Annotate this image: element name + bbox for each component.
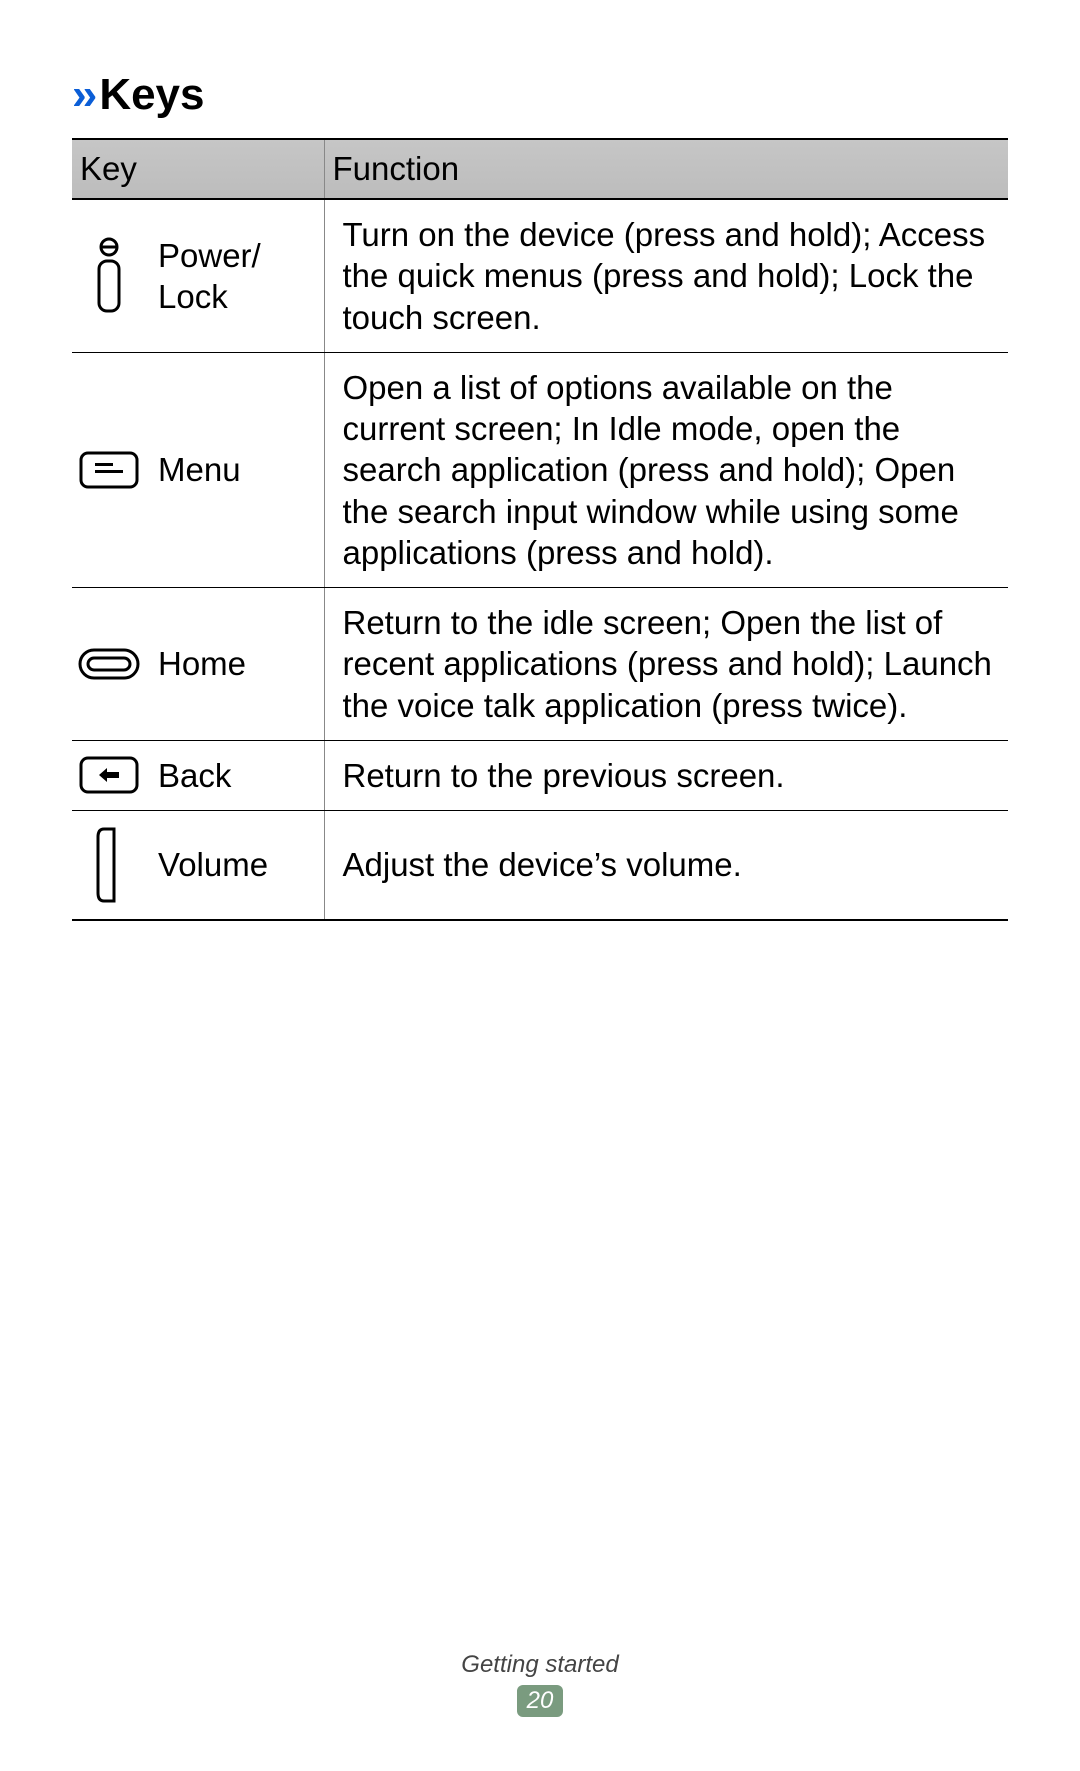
key-function: Adjust the device’s volume. (324, 811, 1008, 921)
key-function: Return to the idle screen; Open the list… (324, 588, 1008, 741)
column-header-function: Function (324, 139, 1008, 199)
table-row: Menu Open a list of options available on… (72, 352, 1008, 587)
key-name: Menu (150, 352, 324, 587)
keys-table: Key Function Power/ Lock Turn on the dev… (72, 138, 1008, 921)
volume-key-icon (72, 811, 150, 921)
table-row: Volume Adjust the device’s volume. (72, 811, 1008, 921)
heading-chevron-icon: ›› (72, 70, 93, 119)
menu-key-icon (72, 352, 150, 587)
back-key-icon (72, 740, 150, 810)
heading-title: Keys (99, 70, 204, 119)
section-heading: ››Keys (72, 70, 1008, 120)
table-row: Power/ Lock Turn on the device (press an… (72, 199, 1008, 352)
table-row: Back Return to the previous screen. (72, 740, 1008, 810)
page-number: 20 (517, 1685, 564, 1717)
key-name: Home (150, 588, 324, 741)
footer-section-name: Getting started (0, 1651, 1080, 1679)
key-function: Return to the previous screen. (324, 740, 1008, 810)
key-name: Back (150, 740, 324, 810)
key-function: Turn on the device (press and hold); Acc… (324, 199, 1008, 352)
key-name: Volume (150, 811, 324, 921)
table-header-row: Key Function (72, 139, 1008, 199)
power-lock-icon (72, 199, 150, 352)
home-key-icon (72, 588, 150, 741)
column-header-key: Key (72, 139, 324, 199)
key-function: Open a list of options available on the … (324, 352, 1008, 587)
key-name: Power/ Lock (150, 199, 324, 352)
table-row: Home Return to the idle screen; Open the… (72, 588, 1008, 741)
page-footer: Getting started 20 (0, 1651, 1080, 1717)
